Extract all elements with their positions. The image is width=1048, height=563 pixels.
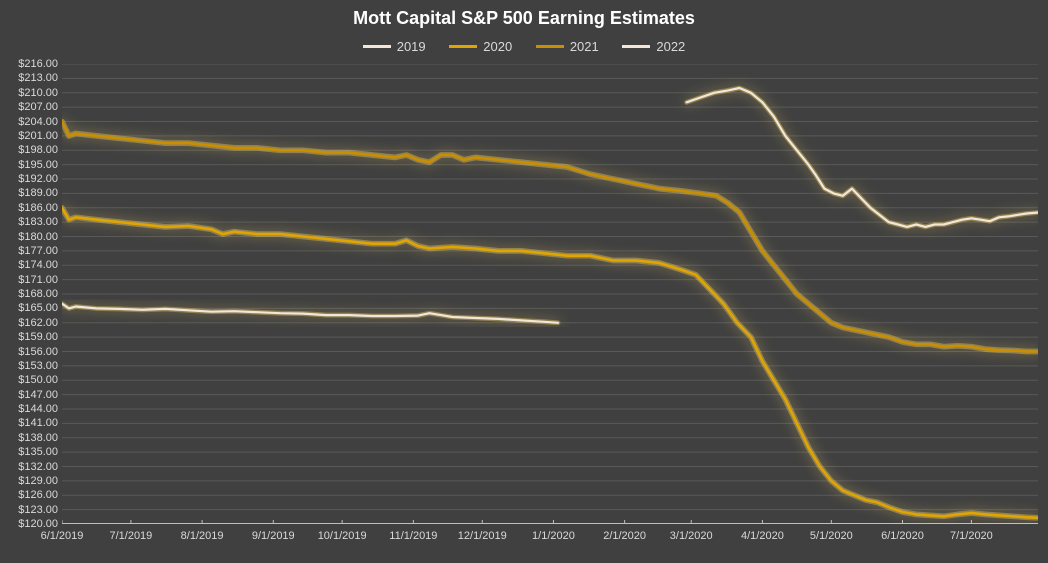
x-tick-label: 4/1/2020 [741,530,784,542]
legend-swatch-2022 [622,45,650,48]
x-tick-label: 7/1/2020 [950,530,993,542]
legend-item-2019: 2019 [363,39,426,54]
y-tick-label: $213.00 [18,72,58,84]
y-tick-label: $135.00 [18,446,58,458]
x-tick-label: 7/1/2019 [109,530,152,542]
y-tick-label: $216.00 [18,58,58,70]
y-tick-label: $120.00 [18,518,58,530]
x-tick-label: 3/1/2020 [670,530,713,542]
x-tick-label: 6/1/2020 [881,530,924,542]
x-tick-label: 10/1/2019 [318,530,367,542]
y-tick-label: $195.00 [18,159,58,171]
legend-swatch-2021 [536,45,564,48]
y-tick-label: $132.00 [18,461,58,473]
y-axis: $120.00$123.00$126.00$129.00$132.00$135.… [0,64,62,524]
y-tick-label: $153.00 [18,360,58,372]
y-tick-label: $201.00 [18,130,58,142]
x-tick-label: 9/1/2019 [252,530,295,542]
y-tick-label: $174.00 [18,259,58,271]
y-tick-label: $162.00 [18,317,58,329]
x-tick-label: 2/1/2020 [603,530,646,542]
legend-label-2022: 2022 [656,39,685,54]
series-line-2022 [687,88,1038,227]
x-tick-label: 12/1/2019 [458,530,507,542]
x-tick-label: 5/1/2020 [810,530,853,542]
y-tick-label: $180.00 [18,231,58,243]
y-tick-label: $204.00 [18,116,58,128]
legend-swatch-2019 [363,45,391,48]
legend-item-2022: 2022 [622,39,685,54]
chart-title: Mott Capital S&P 500 Earning Estimates [0,8,1048,29]
x-tick-label: 11/1/2019 [389,530,437,542]
y-tick-label: $141.00 [18,417,58,429]
y-tick-label: $147.00 [18,389,58,401]
series-glow-2022 [687,88,1038,227]
y-tick-label: $126.00 [18,489,58,501]
legend-swatch-2020 [449,45,477,48]
legend-label-2021: 2021 [570,39,599,54]
y-tick-label: $207.00 [18,101,58,113]
series-line-2020 [62,208,1038,518]
y-tick-label: $123.00 [18,504,58,516]
y-tick-label: $189.00 [18,187,58,199]
y-tick-label: $144.00 [18,403,58,415]
y-tick-label: $168.00 [18,288,58,300]
earnings-chart: Mott Capital S&P 500 Earning Estimates 2… [0,0,1048,563]
legend-label-2020: 2020 [483,39,512,54]
plot-area [62,64,1038,524]
legend-item-2020: 2020 [449,39,512,54]
y-tick-label: $150.00 [18,374,58,386]
y-tick-label: $156.00 [18,346,58,358]
y-tick-label: $159.00 [18,331,58,343]
y-tick-label: $198.00 [18,144,58,156]
y-tick-label: $192.00 [18,173,58,185]
x-axis: 6/1/20197/1/20198/1/20199/1/201910/1/201… [62,530,1038,550]
x-tick-label: 6/1/2019 [41,530,84,542]
legend-label-2019: 2019 [397,39,426,54]
y-tick-label: $177.00 [18,245,58,257]
y-tick-label: $210.00 [18,87,58,99]
y-tick-label: $138.00 [18,432,58,444]
x-tick-label: 8/1/2019 [181,530,224,542]
legend-item-2021: 2021 [536,39,599,54]
y-tick-label: $183.00 [18,216,58,228]
y-tick-label: $129.00 [18,475,58,487]
chart-legend: 2019 2020 2021 2022 [0,36,1048,54]
y-tick-label: $171.00 [18,274,58,286]
x-tick-label: 1/1/2020 [532,530,575,542]
y-tick-label: $186.00 [18,202,58,214]
y-tick-label: $165.00 [18,302,58,314]
